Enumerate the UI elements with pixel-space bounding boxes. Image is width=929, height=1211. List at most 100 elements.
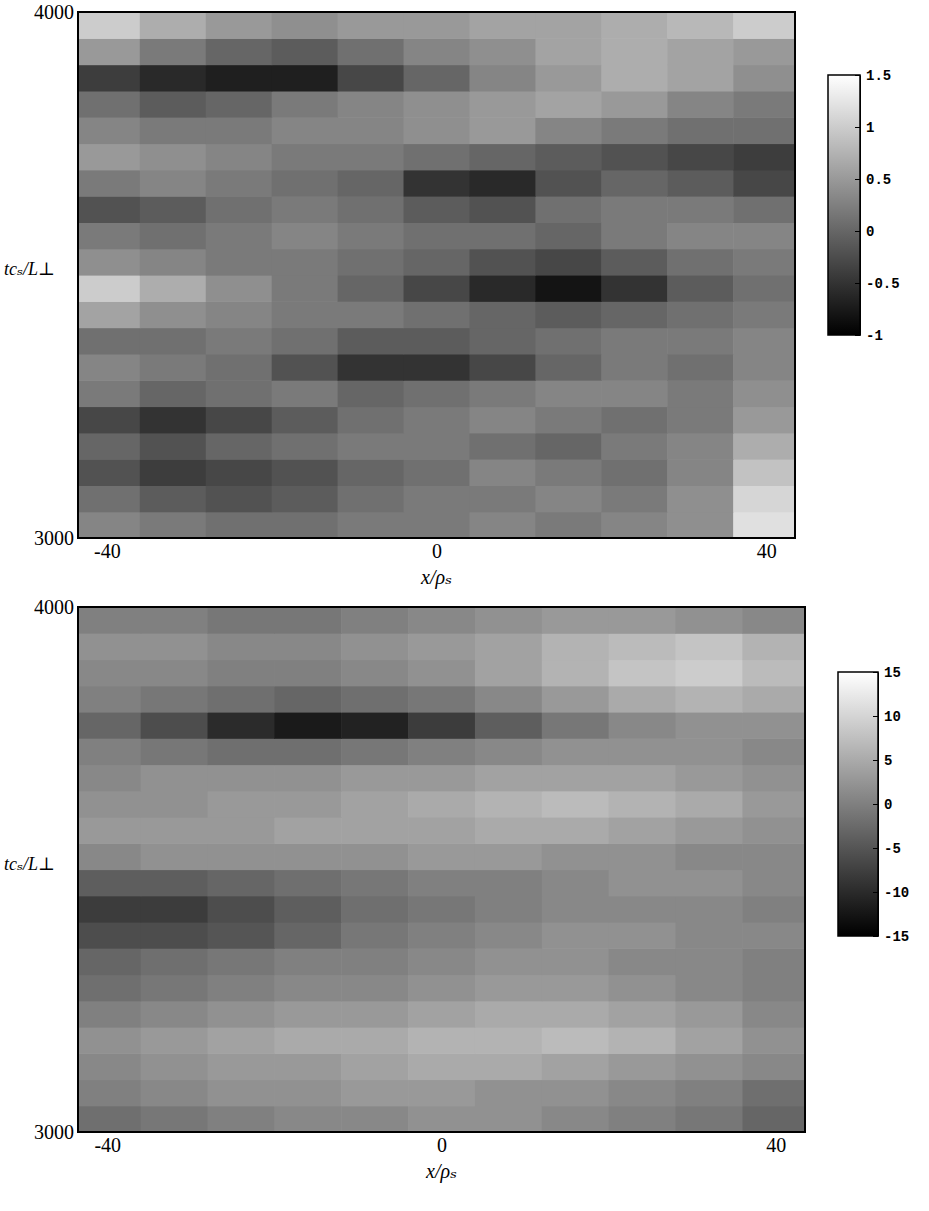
cell: [272, 459, 339, 486]
cell: [535, 485, 602, 512]
panel: -4004030004000x/ρₛtcₛ/L⊥-1-0.500.511.5: [4, 1, 900, 589]
cell: [78, 65, 140, 92]
cell: [542, 738, 609, 765]
cell: [542, 712, 609, 739]
cell: [733, 38, 795, 65]
cell: [535, 328, 602, 355]
cell: [78, 275, 140, 302]
cell: [469, 117, 536, 144]
y-tick-label: 4000: [34, 1, 74, 23]
cell: [78, 1027, 141, 1054]
cell: [78, 12, 140, 39]
cell: [208, 817, 275, 844]
cell: [341, 738, 408, 765]
color-tick-mark: [855, 283, 860, 284]
cell: [667, 354, 734, 381]
cell: [535, 91, 602, 118]
cell: [341, 870, 408, 897]
cell: [733, 65, 795, 92]
cell: [742, 633, 805, 660]
cell: [542, 607, 609, 634]
color-tick-mark: [873, 760, 878, 761]
cell: [338, 12, 405, 39]
color-tick: 0: [855, 224, 874, 240]
cell: [542, 817, 609, 844]
cell: [206, 380, 273, 407]
cell: [78, 38, 140, 65]
cell: [78, 301, 140, 328]
cell: [535, 65, 602, 92]
cell: [141, 975, 208, 1002]
cell: [601, 275, 668, 302]
color-tick-mark: [873, 892, 878, 893]
cell: [609, 817, 676, 844]
cell: [272, 196, 339, 223]
cell: [609, 948, 676, 975]
color-tick-label: 1.5: [866, 68, 891, 84]
cell: [206, 144, 273, 171]
x-tick: -40: [94, 538, 121, 562]
color-tick-label: 15: [884, 665, 901, 681]
cell: [208, 975, 275, 1002]
cell: [338, 459, 405, 486]
cell: [742, 765, 805, 792]
cell: [272, 91, 339, 118]
cell: [542, 1080, 609, 1107]
cell: [469, 433, 536, 460]
cell: [542, 1053, 609, 1080]
cell: [601, 91, 668, 118]
cell: [408, 870, 475, 897]
cell: [338, 249, 405, 276]
cell: [272, 249, 339, 276]
cell: [78, 170, 140, 197]
cell: [140, 249, 207, 276]
cell: [272, 354, 339, 381]
cell: [206, 512, 273, 538]
cell: [141, 870, 208, 897]
cell: [404, 196, 471, 223]
color-tick-mark: [855, 335, 860, 336]
cell: [274, 686, 341, 713]
cell: [601, 512, 668, 538]
cell: [274, 738, 341, 765]
cell: [542, 765, 609, 792]
cell: [475, 765, 542, 792]
cell: [206, 459, 273, 486]
cell: [535, 459, 602, 486]
cell: [742, 712, 805, 739]
cell: [675, 975, 742, 1002]
cell: [140, 12, 207, 39]
cell: [475, 633, 542, 660]
cell: [469, 407, 536, 434]
cell: [338, 328, 405, 355]
cell: [535, 222, 602, 249]
cell: [338, 433, 405, 460]
cell: [475, 791, 542, 818]
cell: [667, 380, 734, 407]
cell: [206, 301, 273, 328]
cell: [742, 922, 805, 949]
cell: [272, 38, 339, 65]
color-tick-mark: [873, 848, 878, 849]
cell: [206, 354, 273, 381]
cell: [733, 222, 795, 249]
cell: [535, 249, 602, 276]
cell: [338, 196, 405, 223]
cell: [742, 817, 805, 844]
cell: [667, 222, 734, 249]
cell: [274, 765, 341, 792]
cell: [404, 275, 471, 302]
cell: [601, 196, 668, 223]
cell: [341, 843, 408, 870]
cell: [404, 170, 471, 197]
cell: [141, 1027, 208, 1054]
cell: [206, 275, 273, 302]
cell: [742, 870, 805, 897]
cell: [742, 607, 805, 634]
cell: [208, 686, 275, 713]
cell: [78, 948, 141, 975]
cell: [733, 485, 795, 512]
color-tick-mark: [873, 936, 878, 937]
cell: [408, 791, 475, 818]
cell: [338, 407, 405, 434]
